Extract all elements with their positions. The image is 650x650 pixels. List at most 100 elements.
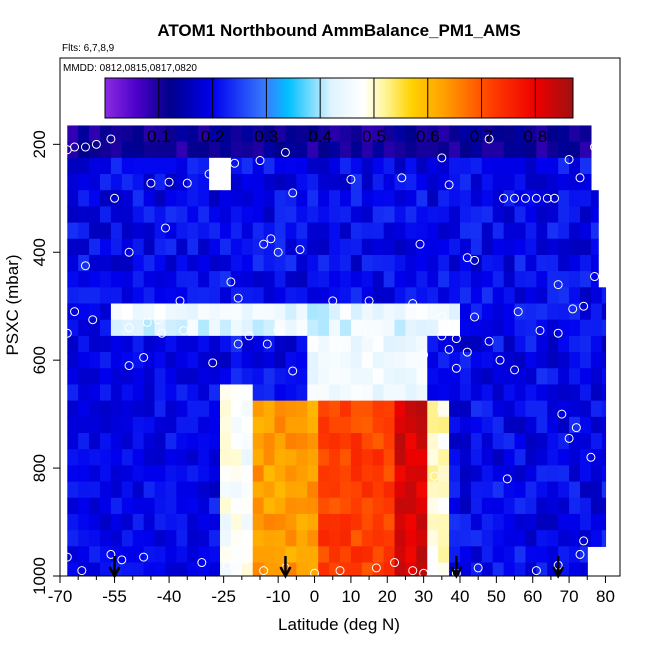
heatmap-cell: [121, 400, 134, 418]
heatmap-cell: [492, 222, 505, 240]
heatmap-cell: [263, 222, 276, 240]
heatmap-cell: [143, 400, 156, 418]
heatmap-cell: [470, 157, 483, 175]
heatmap-cell: [569, 384, 581, 402]
heatmap-cell: [558, 222, 570, 240]
heatmap-cell: [100, 287, 112, 305]
heatmap-cell: [296, 335, 308, 353]
heatmap-cell: [220, 352, 232, 369]
heatmap-cell: [350, 174, 363, 191]
heatmap-cell: [121, 141, 134, 159]
heatmap-cell: [198, 530, 210, 547]
heatmap-cell: [89, 481, 101, 499]
sample-marker: [419, 568, 429, 576]
heatmap-cell: [143, 449, 156, 466]
heatmap-cell: [67, 562, 79, 576]
flights-label: Flts: 6,7,8,9: [62, 43, 115, 54]
heatmap-cell: [176, 481, 188, 499]
sample-marker: [590, 142, 600, 152]
heatmap-cell: [383, 449, 396, 466]
heatmap-cell: [230, 190, 243, 207]
heatmap-cell: [361, 384, 374, 402]
heatmap-cell: [263, 465, 276, 483]
heatmap-cell: [252, 368, 265, 386]
heatmap-cell: [100, 562, 112, 576]
heatmap-cell: [361, 433, 374, 450]
heatmap-cell: [154, 481, 167, 499]
heatmap-cell: [132, 433, 145, 450]
heatmap-cell: [525, 449, 537, 466]
heatmap-cell: [274, 271, 287, 288]
heatmap-cell: [580, 433, 592, 450]
heatmap-cell: [460, 546, 472, 564]
heatmap-cell: [78, 206, 90, 224]
heatmap-cell: [198, 384, 210, 402]
heatmap-cell: [569, 546, 581, 564]
heatmap-cell: [580, 157, 592, 175]
heatmap-cell: [547, 206, 559, 224]
heatmap-cell: [296, 384, 308, 402]
sample-marker: [451, 334, 461, 344]
heatmap-cell: [198, 303, 210, 321]
x-axis: -70 -55 -40 -25 -10 0 10 20 30 40 50 60 70 80: [48, 576, 615, 606]
heatmap-cell: [329, 157, 341, 175]
heatmap-cell: [590, 530, 603, 547]
heatmap-cell: [252, 530, 265, 547]
heatmap-cell: [263, 368, 276, 386]
heatmap-cell: [449, 141, 461, 159]
heatmap-cell: [318, 254, 330, 272]
heatmap-cell: [427, 271, 439, 288]
heatmap-cell: [318, 271, 330, 288]
heatmap-cell: [329, 125, 341, 143]
heatmap-cell: [449, 546, 461, 564]
heatmap-cell: [252, 254, 265, 272]
heatmap-cell: [78, 530, 90, 547]
heatmap-cell: [405, 141, 417, 159]
heatmap-cell: [285, 271, 297, 288]
heatmap-cell: [536, 125, 548, 143]
heatmap-cell: [285, 497, 297, 515]
heatmap-cell: [274, 206, 287, 224]
heatmap-cell: [558, 449, 570, 466]
heatmap-cell: [547, 271, 559, 288]
heatmap-cell: [361, 562, 374, 576]
heatmap-cell: [318, 465, 330, 483]
heatmap-cell: [307, 141, 319, 159]
heatmap-cell: [383, 238, 396, 256]
heatmap-cell: [405, 465, 417, 483]
heatmap-cell: [470, 433, 483, 450]
heatmap-cell: [405, 271, 417, 288]
heatmap-cell: [241, 400, 254, 418]
heatmap-cell: [230, 335, 243, 353]
heatmap-cell: [329, 368, 341, 386]
heatmap-cell: [590, 449, 603, 466]
heatmap-cell: [514, 465, 527, 483]
heatmap-cell: [100, 157, 112, 175]
heatmap-cell: [176, 125, 188, 143]
heatmap-cell: [514, 271, 527, 288]
heatmap-cell: [470, 335, 483, 353]
heatmap-cell: [350, 125, 363, 143]
heatmap-cell: [590, 254, 599, 272]
heatmap-cell: [209, 157, 221, 175]
heatmap-cell: [220, 335, 232, 353]
heatmap-cell: [460, 287, 472, 305]
heatmap-cell: [165, 513, 177, 531]
sample-marker: [106, 549, 116, 559]
heatmap-cell: [525, 530, 537, 547]
heatmap-cell: [67, 433, 79, 450]
heatmap-cell: [525, 222, 537, 240]
heatmap-cell: [132, 319, 145, 337]
heatmap-cell: [176, 190, 188, 207]
heatmap-cell: [78, 238, 90, 256]
heatmap-cell: [154, 546, 167, 564]
heatmap-cell: [296, 319, 308, 337]
heatmap-cell: [121, 433, 134, 450]
heatmap-cell: [481, 465, 494, 483]
heatmap-cell: [285, 546, 297, 564]
heatmap-cell: [361, 449, 374, 466]
heatmap-cell: [132, 546, 145, 564]
heatmap-cell: [569, 416, 581, 434]
heatmap-cell: [241, 352, 254, 369]
heatmap-cell: [307, 125, 319, 143]
